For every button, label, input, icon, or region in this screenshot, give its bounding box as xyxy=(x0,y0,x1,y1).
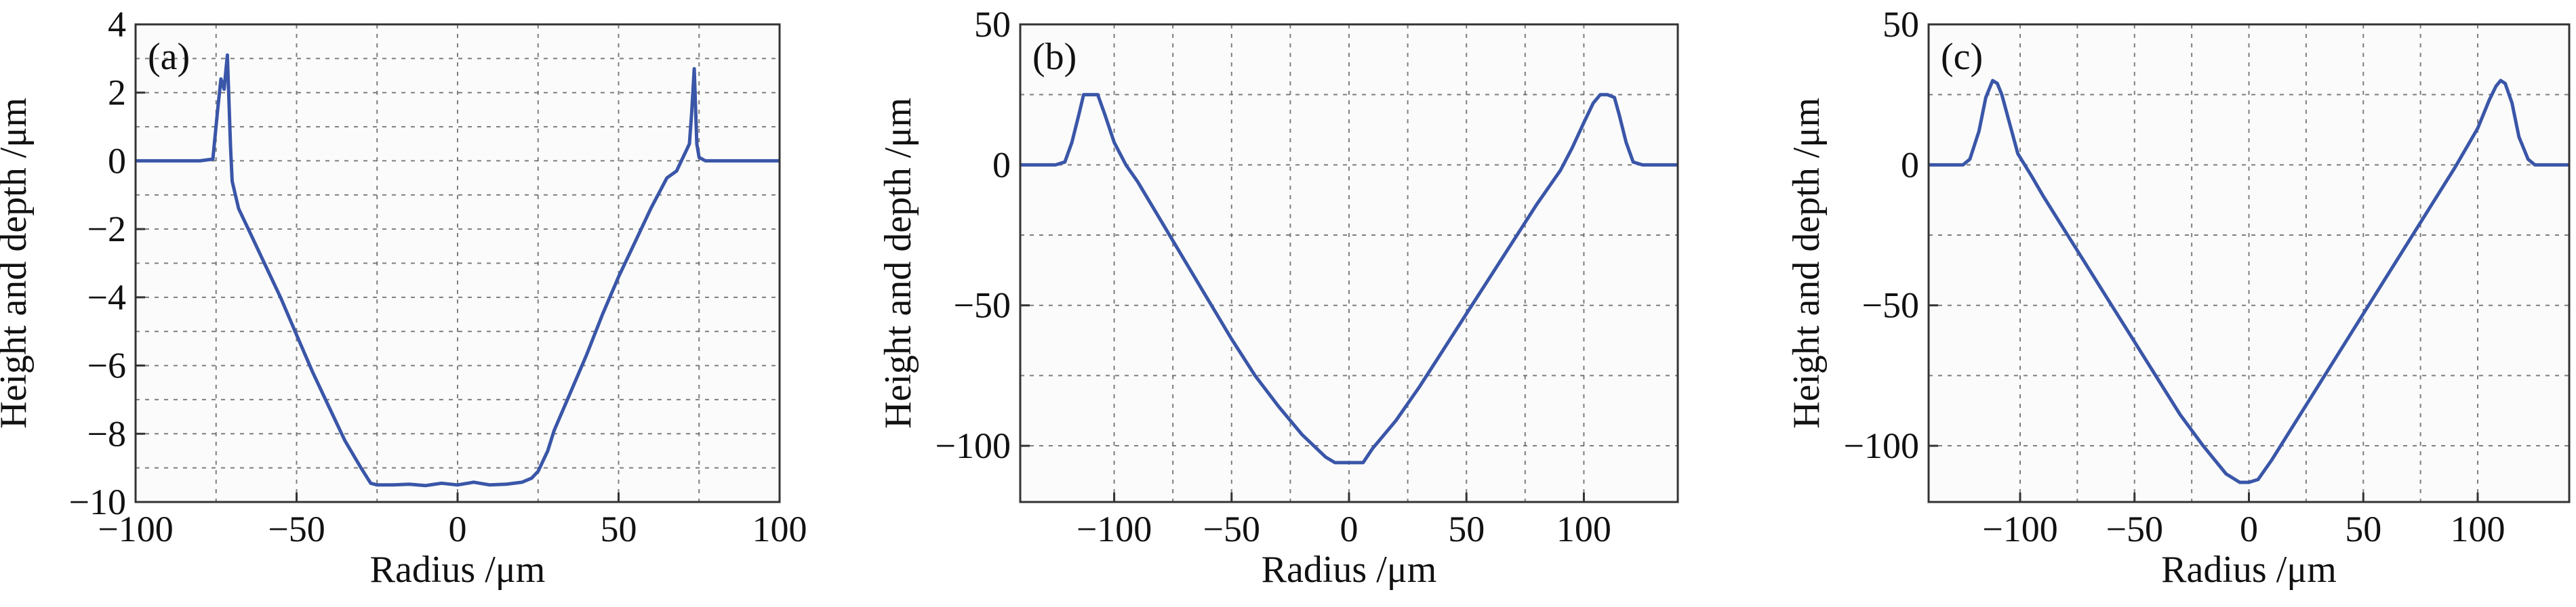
x-axis-label: Radius /μm xyxy=(370,549,546,591)
x-tick-label: 100 xyxy=(1556,509,1611,549)
x-tick-label: 0 xyxy=(2240,509,2258,549)
x-tick-label: 50 xyxy=(2345,509,2381,549)
x-tick-label: 100 xyxy=(752,509,807,549)
y-tick-label: −50 xyxy=(1862,285,1919,326)
y-tick-label: −50 xyxy=(954,285,1011,326)
x-axis-label: Radius /μm xyxy=(1262,549,1437,591)
y-axis-label: Height and depth /μm xyxy=(0,98,35,429)
y-tick-label: −8 xyxy=(87,413,126,454)
panel-label: (c) xyxy=(1941,36,1983,78)
y-tick-label: −10 xyxy=(69,482,126,522)
x-tick-label: 50 xyxy=(1448,509,1485,549)
chart-panel-b: −100 −50 0 50 100 −100 −50 0 50 (b) Radius /μm Heig… xyxy=(877,4,1679,591)
y-tick-label: −100 xyxy=(1844,425,1919,466)
x-tick-label: −50 xyxy=(2106,509,2163,549)
plot-frame xyxy=(1927,23,2571,503)
y-tick-label: −6 xyxy=(87,346,126,386)
y-tick-label: 50 xyxy=(1883,4,1919,45)
x-tick-label: −50 xyxy=(1203,509,1260,549)
y-tick-label: 0 xyxy=(1901,144,1919,185)
x-tick-label: 50 xyxy=(601,509,637,549)
x-tick-label: −100 xyxy=(1076,509,1152,549)
x-tick-label: −100 xyxy=(98,509,173,549)
plot-frame xyxy=(134,23,781,503)
y-tick-label: −2 xyxy=(87,209,126,249)
x-tick-label: 100 xyxy=(2451,509,2505,549)
x-tick-label: −50 xyxy=(268,509,325,549)
x-tick-label: 0 xyxy=(1340,509,1359,549)
chart-panel-c: −100 −50 0 50 100 −100 −50 0 50 (c) Radius /μm Heig… xyxy=(1786,4,2571,591)
series-line xyxy=(1929,79,2569,484)
series-line xyxy=(1020,93,1678,465)
y-tick-label: 0 xyxy=(108,140,126,181)
y-tick-label: 4 xyxy=(108,4,126,45)
series-line xyxy=(136,53,780,488)
y-axis-label: Height and depth /μm xyxy=(877,98,919,429)
x-tick-label: 0 xyxy=(449,509,467,549)
y-tick-label: −4 xyxy=(87,277,126,318)
panel-label: (a) xyxy=(148,36,190,78)
y-tick-label: 50 xyxy=(974,4,1011,45)
x-tick-label: −100 xyxy=(1982,509,2057,549)
y-tick-label: 2 xyxy=(108,72,126,113)
panel-label: (b) xyxy=(1032,36,1076,78)
chart-panel-a: −100 −50 0 50 100 −10 −8 −6 −4 −2 0 2 4 (a) Radius /μm… xyxy=(0,4,807,591)
x-axis-label: Radius /μm xyxy=(2161,549,2337,591)
y-tick-label: −100 xyxy=(935,425,1011,466)
y-tick-label: 0 xyxy=(992,144,1011,185)
y-axis-label: Height and depth /μm xyxy=(1786,98,1828,429)
plot-frame xyxy=(1019,23,1679,503)
